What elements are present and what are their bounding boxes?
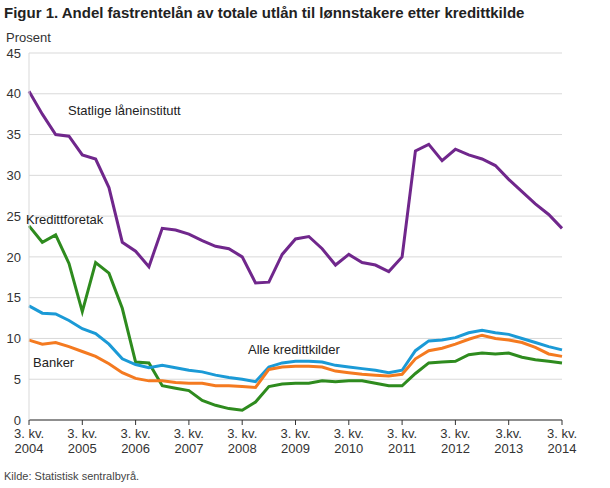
svg-text:3. kv.: 3. kv. bbox=[121, 426, 151, 441]
svg-text:2008: 2008 bbox=[228, 441, 257, 456]
svg-text:3. kv.: 3. kv. bbox=[334, 426, 364, 441]
svg-text:2009: 2009 bbox=[281, 441, 310, 456]
svg-text:Kredittforetak: Kredittforetak bbox=[26, 212, 104, 227]
svg-text:30: 30 bbox=[8, 168, 21, 183]
svg-text:45: 45 bbox=[8, 46, 21, 61]
svg-text:3. kv.: 3. kv. bbox=[547, 426, 577, 441]
svg-text:3. kv.: 3. kv. bbox=[174, 426, 204, 441]
svg-text:25: 25 bbox=[8, 209, 21, 224]
svg-text:3.kv.: 3.kv. bbox=[495, 426, 522, 441]
svg-text:2013: 2013 bbox=[494, 441, 523, 456]
html-text:Prosent: Prosent bbox=[6, 30, 51, 45]
svg-text:3. kv.: 3. kv. bbox=[14, 426, 44, 441]
svg-text:15: 15 bbox=[8, 290, 21, 305]
html-text:Kilde: Statistisk sentralbyrå.: Kilde: Statistisk sentralbyrå. bbox=[4, 470, 140, 482]
svg-text:2007: 2007 bbox=[174, 441, 203, 456]
svg-text:2006: 2006 bbox=[121, 441, 150, 456]
svg-text:2004: 2004 bbox=[15, 441, 44, 456]
svg-text:40: 40 bbox=[8, 86, 21, 101]
svg-text:20: 20 bbox=[8, 250, 21, 265]
svg-text:2012: 2012 bbox=[441, 441, 470, 456]
svg-text:0: 0 bbox=[14, 413, 21, 428]
svg-text:2011: 2011 bbox=[388, 441, 416, 456]
svg-text:2005: 2005 bbox=[68, 441, 97, 456]
svg-text:3. kv.: 3. kv. bbox=[280, 426, 310, 441]
svg-text:2010: 2010 bbox=[334, 441, 363, 456]
svg-text:5: 5 bbox=[14, 372, 21, 387]
html-text:Figur 1. Andel fastrentelån av: Figur 1. Andel fastrentelån av totale ut… bbox=[4, 4, 525, 21]
svg-text:3. kv.: 3. kv. bbox=[440, 426, 470, 441]
svg-text:Statlige låneinstitutt: Statlige låneinstitutt bbox=[68, 103, 181, 118]
svg-text:2014: 2014 bbox=[548, 441, 577, 456]
svg-text:Banker: Banker bbox=[33, 355, 75, 370]
svg-text:3. kv.: 3. kv. bbox=[387, 426, 417, 441]
svg-text:3. kv.: 3. kv. bbox=[67, 426, 97, 441]
svg-text:Alle kredittkilder: Alle kredittkilder bbox=[248, 342, 340, 357]
svg-text:3. kv.: 3. kv. bbox=[227, 426, 257, 441]
svg-text:35: 35 bbox=[8, 127, 21, 142]
svg-text:10: 10 bbox=[8, 331, 21, 346]
